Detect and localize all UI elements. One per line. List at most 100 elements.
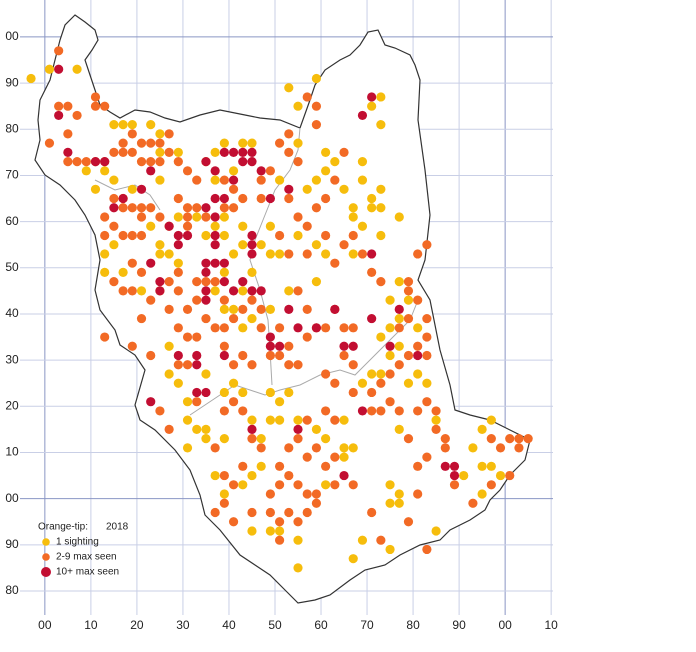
record-dot bbox=[385, 369, 395, 379]
record-dot bbox=[339, 415, 349, 425]
record-dot bbox=[182, 212, 193, 222]
record-dot bbox=[118, 286, 128, 296]
record-dot bbox=[367, 193, 377, 204]
record-dot bbox=[238, 304, 248, 314]
record-dot bbox=[339, 240, 349, 250]
record-dot bbox=[376, 230, 386, 241]
record-dot bbox=[136, 156, 147, 167]
record-dot bbox=[284, 304, 294, 314]
record-dot bbox=[339, 452, 349, 462]
record-dot bbox=[385, 341, 395, 351]
record-dot bbox=[173, 350, 183, 361]
record-dot bbox=[311, 498, 322, 508]
record-dot bbox=[431, 424, 441, 434]
record-dot bbox=[422, 452, 432, 462]
record-dot bbox=[155, 286, 165, 296]
record-dot bbox=[247, 360, 257, 370]
record-dot bbox=[265, 193, 275, 204]
record-dot bbox=[413, 341, 423, 351]
record-dot bbox=[367, 267, 377, 278]
record-dot bbox=[228, 313, 239, 324]
record-dot bbox=[127, 341, 137, 351]
record-dot bbox=[302, 415, 312, 425]
record-dot bbox=[348, 212, 358, 222]
record-dot bbox=[293, 323, 303, 333]
record-dot bbox=[348, 443, 358, 453]
record-dot bbox=[311, 424, 322, 434]
record-dot bbox=[376, 535, 386, 545]
record-dot bbox=[182, 332, 193, 342]
record-dot bbox=[274, 175, 285, 185]
record-dot bbox=[238, 193, 248, 204]
record-dot bbox=[228, 249, 239, 259]
record-dot bbox=[136, 286, 147, 296]
record-dot bbox=[118, 230, 128, 241]
record-dot bbox=[302, 452, 312, 462]
record-dot bbox=[440, 461, 450, 471]
record-dot bbox=[311, 175, 322, 185]
record-dot bbox=[219, 267, 229, 278]
record-dot bbox=[459, 470, 469, 481]
record-dot bbox=[385, 480, 395, 490]
records bbox=[26, 46, 533, 573]
record-dot bbox=[394, 360, 404, 370]
record-dot bbox=[210, 193, 220, 204]
record-dot bbox=[385, 295, 395, 305]
record-dot bbox=[238, 323, 248, 333]
y-tick-label: 80 bbox=[5, 583, 19, 597]
record-dot bbox=[182, 166, 193, 176]
record-dot bbox=[367, 507, 377, 518]
record-dot bbox=[348, 249, 358, 259]
record-dot bbox=[219, 175, 229, 185]
record-dot bbox=[376, 406, 386, 416]
record-dot bbox=[413, 323, 423, 333]
legend-swatch bbox=[42, 538, 50, 546]
record-dot bbox=[146, 156, 156, 167]
record-dot bbox=[136, 203, 147, 213]
record-dot bbox=[219, 470, 229, 481]
record-dot bbox=[54, 64, 64, 74]
record-dot bbox=[109, 277, 119, 287]
record-dot bbox=[219, 203, 229, 213]
record-dot bbox=[210, 277, 220, 287]
record-dot bbox=[201, 267, 211, 278]
record-dot bbox=[173, 212, 183, 222]
record-dot bbox=[321, 193, 331, 204]
record-dot bbox=[413, 369, 423, 379]
record-dot bbox=[164, 249, 174, 259]
record-dot bbox=[367, 387, 377, 398]
record-dot bbox=[256, 434, 266, 444]
record-dot bbox=[422, 332, 432, 342]
record-dot bbox=[367, 406, 377, 416]
legend-label: 1 sighting bbox=[56, 537, 99, 548]
record-dot bbox=[274, 461, 285, 471]
record-dot bbox=[385, 323, 395, 333]
record-dot bbox=[321, 323, 331, 333]
record-dot bbox=[293, 480, 303, 490]
record-dot bbox=[219, 498, 229, 508]
record-dot bbox=[228, 184, 239, 194]
record-dot bbox=[173, 240, 183, 250]
record-dot bbox=[173, 267, 183, 278]
record-dot bbox=[256, 461, 266, 471]
record-dot bbox=[357, 175, 368, 185]
record-dot bbox=[228, 304, 239, 314]
record-dot bbox=[201, 258, 211, 268]
record-dot bbox=[256, 240, 266, 250]
record-dot bbox=[376, 332, 386, 342]
record-dot bbox=[376, 120, 386, 130]
record-dot bbox=[118, 203, 128, 213]
record-dot bbox=[136, 313, 147, 324]
record-dot bbox=[413, 350, 423, 361]
record-dot bbox=[238, 240, 248, 250]
record-dot bbox=[311, 120, 322, 130]
y-tick-label: 90 bbox=[5, 537, 19, 551]
legend-swatch bbox=[42, 553, 50, 561]
record-dot bbox=[127, 230, 137, 241]
record-dot bbox=[348, 480, 358, 490]
record-dot bbox=[274, 480, 285, 490]
record-dot bbox=[127, 203, 137, 213]
record-dot bbox=[247, 470, 257, 481]
record-dot bbox=[118, 138, 128, 148]
record-dot bbox=[265, 387, 275, 398]
